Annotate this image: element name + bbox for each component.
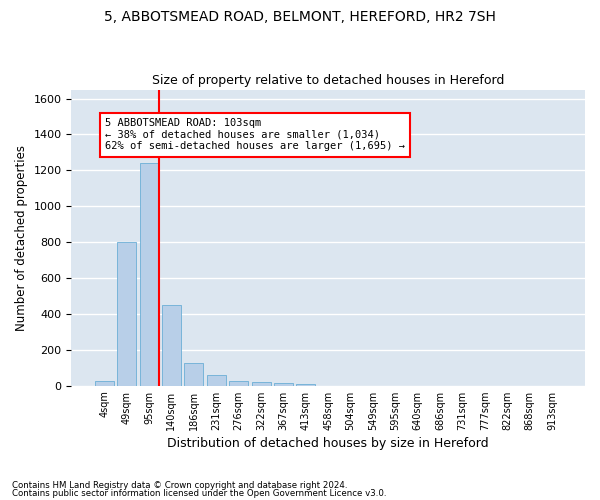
Text: Contains HM Land Registry data © Crown copyright and database right 2024.: Contains HM Land Registry data © Crown c… xyxy=(12,481,347,490)
Text: 5 ABBOTSMEAD ROAD: 103sqm
← 38% of detached houses are smaller (1,034)
62% of se: 5 ABBOTSMEAD ROAD: 103sqm ← 38% of detac… xyxy=(105,118,405,152)
Bar xyxy=(95,381,114,386)
Bar xyxy=(184,364,203,386)
Bar xyxy=(274,384,293,386)
Text: 5, ABBOTSMEAD ROAD, BELMONT, HEREFORD, HR2 7SH: 5, ABBOTSMEAD ROAD, BELMONT, HEREFORD, H… xyxy=(104,10,496,24)
Bar xyxy=(251,382,271,386)
Bar xyxy=(207,375,226,386)
Bar xyxy=(162,305,181,386)
Y-axis label: Number of detached properties: Number of detached properties xyxy=(15,144,28,330)
Title: Size of property relative to detached houses in Hereford: Size of property relative to detached ho… xyxy=(152,74,505,87)
Bar xyxy=(140,163,158,386)
X-axis label: Distribution of detached houses by size in Hereford: Distribution of detached houses by size … xyxy=(167,437,489,450)
Text: Contains public sector information licensed under the Open Government Licence v3: Contains public sector information licen… xyxy=(12,488,386,498)
Bar xyxy=(296,384,316,386)
Bar xyxy=(229,380,248,386)
Bar xyxy=(117,242,136,386)
